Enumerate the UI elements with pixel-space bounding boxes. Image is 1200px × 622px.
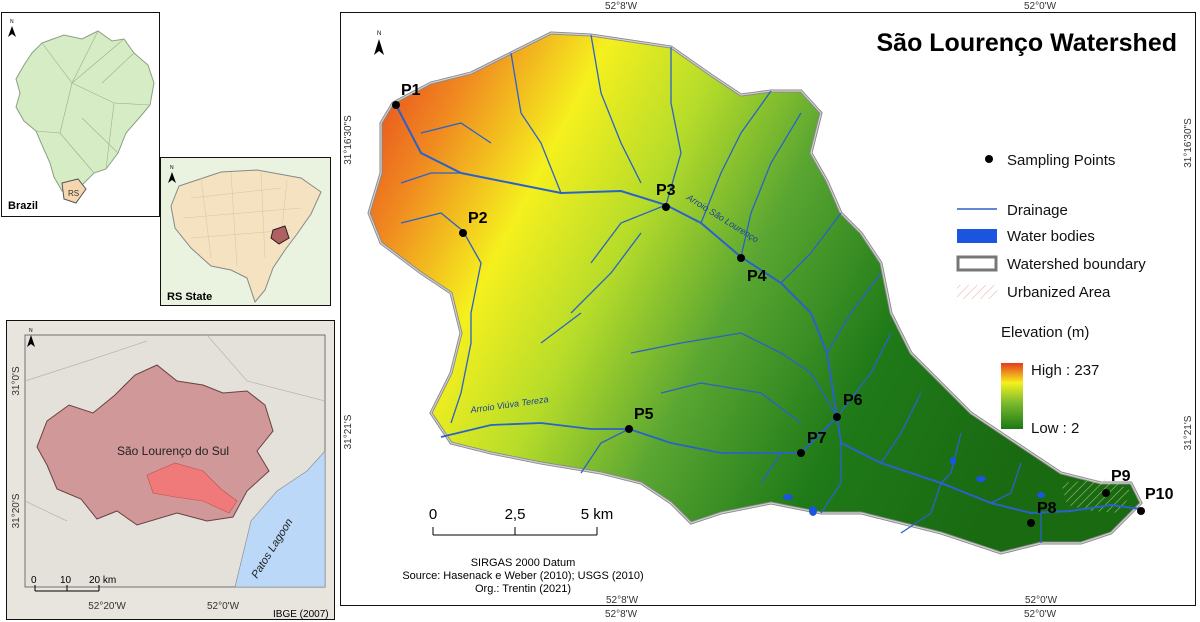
scale-20km: 20 km [89,575,116,586]
bottom-lon-tick-52-0: 52°0'W [1025,595,1058,606]
sampling-point-p7 [797,449,805,457]
rs-state-outline [170,169,322,304]
label-p5: P5 [634,406,654,423]
north-letter: N [10,19,14,25]
ibge-source: IBGE (2007) [273,609,329,620]
source-text: Source: Hasenack e Weber (2010); USGS (2… [402,570,643,582]
legend-boundary-icon [956,255,998,272]
legend-urban: Urbanized Area [1007,284,1111,301]
north-arrow-icon [168,172,176,183]
north-arrow-icon [27,335,35,347]
legend-sampling-icon [985,155,993,163]
scale-0: 0 [429,506,437,523]
label-p7: P7 [807,430,827,447]
lon-tick-52-0: 52°0'W [207,601,240,612]
municipality-label: São Lourenço do Sul [117,444,229,458]
rs-label: RS [68,189,79,198]
scale-0: 0 [31,575,37,586]
legend-urban-icon [957,285,997,299]
sampling-point-p4 [737,254,745,262]
brazil-inset-panel: RS Brazil N [1,12,160,217]
map-legend: Sampling Points Drainage Water bodies Wa… [956,152,1146,437]
north-letter: N [29,328,33,334]
patos-lagoon [234,450,326,588]
legend-elevation-ramp [1001,363,1023,429]
brazil-outline [15,30,155,196]
north-arrow-icon [8,26,16,37]
top-lon-tick-52-0-outer: 52°0'W [1024,1,1057,12]
legend-elevation-high: High : 237 [1031,362,1099,379]
label-p6: P6 [843,392,863,409]
label-p1: P1 [401,82,421,99]
sampling-point-p6 [833,413,841,421]
top-lon-tick-52-8-outer: 52°8'W [605,1,638,12]
label-p8: P8 [1037,500,1057,517]
sampling-point-p2 [459,229,467,237]
label-p10: P10 [1145,486,1174,503]
scale-5km: 5 km [581,506,614,523]
datum-text: SIRGAS 2000 Datum [471,557,576,569]
lat-tick-31-0: 31°0'S [11,366,22,396]
north-letter: N [377,31,381,37]
sampling-point-p8 [1027,519,1035,527]
water-bodies [783,457,1045,516]
legend-elevation-title: Elevation (m) [1001,324,1089,341]
legend-water-icon [957,229,997,243]
legend-elevation-low: Low : 2 [1031,420,1079,437]
scale-10: 10 [60,575,72,586]
north-arrow-icon [374,39,384,55]
sampling-point-p9 [1102,489,1110,497]
label-p9: P9 [1111,468,1131,485]
bottom-lon-tick-52-8-outer: 52°8'W [605,609,638,620]
municipality-map: São Lourenço do Sul Patos Lagoon N 31°0'… [7,321,334,620]
label-p2: P2 [468,210,488,227]
sampling-point-p10 [1137,507,1145,515]
legend-water: Water bodies [1007,228,1095,245]
rs-state-inset-panel: RS State N [160,157,331,306]
sampling-points: P1 P2 P3 P4 P5 P6 P7 P8 P9 P10 [392,82,1174,527]
watershed-location-highlight [270,225,290,245]
rs-state-highlight [61,178,87,204]
label-p3: P3 [656,182,676,199]
drainage-network [395,34,1142,543]
legend-sampling: Sampling Points [1007,152,1115,169]
bottom-lon-tick-52-0-outer: 52°0'W [1024,609,1057,620]
rs-state-map: RS State N [161,158,330,305]
org-text: Org.: Trentin (2021) [475,583,571,595]
rs-state-label: RS State [167,291,212,303]
lat-tick-31-20: 31°20'S [11,493,22,528]
main-scale-bar: 0 2,5 5 km [429,506,614,536]
municipality-inset-panel: São Lourenço do Sul Patos Lagoon N 31°0'… [6,320,335,620]
scale-2-5: 2,5 [505,506,526,523]
right-lat-tick-31-21: 31°21'S [1183,415,1194,450]
watershed-area [146,462,238,514]
sampling-point-p3 [662,203,670,211]
brazil-map: RS Brazil N [8,19,155,212]
municipality-scale-bar: 0 10 20 km [31,575,116,592]
right-lat-tick-31-16: 31°16'30"S [1183,118,1194,168]
legend-drainage: Drainage [1007,202,1068,219]
legend-boundary: Watershed boundary [1007,256,1146,273]
sampling-point-p1 [392,101,400,109]
bottom-lon-tick-52-8: 52°8'W [606,595,639,606]
sampling-point-p5 [625,425,633,433]
watershed-map: Arroio São Lourenço Arroio Viúva Tereza … [367,29,1194,606]
lon-tick-52-20: 52°20'W [88,601,126,612]
map-title: São Lourenço Watershed [876,29,1177,57]
label-p4: P4 [747,268,767,285]
north-letter: N [170,165,174,171]
main-watershed-panel: Arroio São Lourenço Arroio Viúva Tereza … [340,12,1196,606]
brazil-label: Brazil [8,200,38,212]
